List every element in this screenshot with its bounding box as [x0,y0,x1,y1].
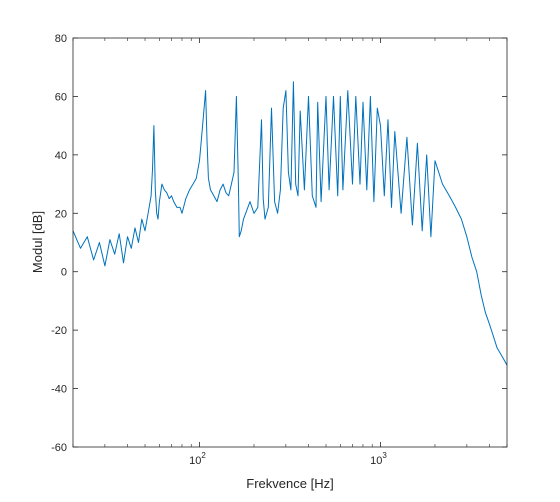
y-axis-label: Modul [dB] [30,211,45,273]
x-axis-label: Frekvence [Hz] [246,476,333,491]
y-tick-label: 40 [55,150,67,162]
plot-frame [72,37,508,448]
series-line-0 [72,81,508,366]
y-tick-label: -40 [51,384,67,396]
y-tick-label: 20 [55,208,67,220]
y-tick-label: 0 [61,267,67,279]
y-tick-label: 80 [55,33,67,45]
series-layer [72,81,508,366]
y-tick-label: -20 [51,325,67,337]
plot-area [73,38,507,447]
y-tick-label: -60 [51,442,67,454]
y-tick-label: 60 [55,91,67,103]
